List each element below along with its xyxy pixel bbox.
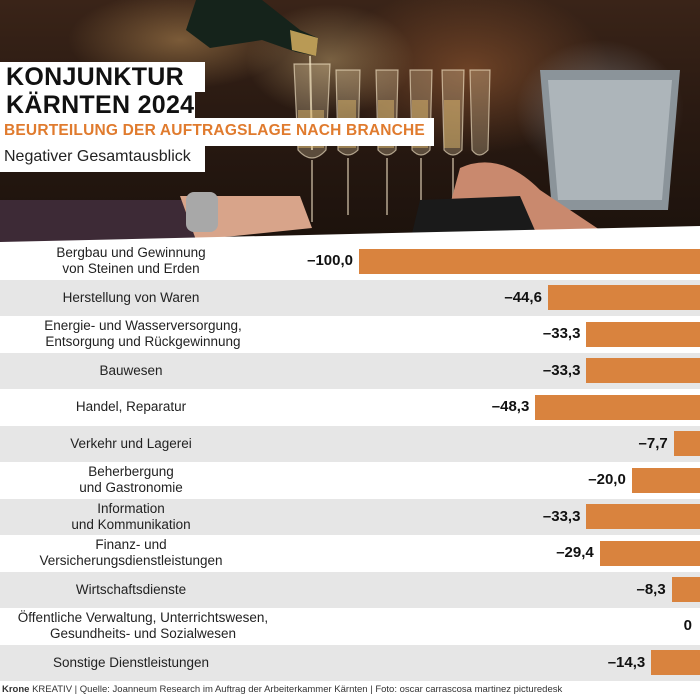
category-label-line: Bergbau und Gewinnung bbox=[56, 245, 206, 261]
value-label: –44,6 bbox=[504, 288, 542, 306]
value-label: –7,7 bbox=[638, 434, 668, 452]
category-label: Öffentliche Verwaltung, Unterrichtswesen… bbox=[2, 610, 284, 642]
category-label-line: Bauwesen bbox=[99, 362, 163, 378]
category-label-line: Sonstige Dienstleistungen bbox=[52, 654, 210, 670]
value-label: –8,3 bbox=[636, 580, 666, 598]
header-cut bbox=[0, 226, 700, 242]
value-label: –29,4 bbox=[556, 544, 594, 562]
bar bbox=[586, 321, 700, 347]
category-label: Information und Kommunikation bbox=[0, 501, 276, 533]
value-label: –20,0 bbox=[588, 471, 626, 489]
category-label: Bauwesen bbox=[0, 363, 276, 379]
value-label: –33,3 bbox=[542, 325, 581, 343]
row-stripe bbox=[0, 644, 700, 681]
category-label-line: Finanz- und bbox=[95, 537, 167, 553]
category-label: Wirtschaftsdienste bbox=[0, 582, 276, 598]
category-label: Finanz- und Versicherungsdienstleistungen bbox=[0, 537, 276, 569]
footer-credit: Krone KREATIV | Quelle: Joanneum Researc… bbox=[2, 684, 562, 695]
header-photo: KONJUNKTUR KÄRNTEN 2024 BEURTEILUNG DER … bbox=[0, 0, 700, 242]
bar bbox=[631, 467, 700, 493]
category-label: Bergbau und Gewinnung von Steinen und Erd… bbox=[0, 245, 276, 277]
title-box-line1: KONJUNKTUR bbox=[0, 62, 205, 92]
footer-source: | Quelle: Joanneum Research im Auftrag d… bbox=[72, 684, 563, 695]
bar bbox=[586, 358, 700, 384]
value-label: –48,3 bbox=[491, 398, 530, 416]
category-label-line: Wirtschaftsdienste bbox=[75, 581, 187, 597]
category-label-line: Öffentliche Verwaltung, Unterrichtswesen… bbox=[17, 610, 269, 626]
category-label: Handel, Reparatur bbox=[0, 399, 276, 415]
page-title-line1: KONJUNKTUR bbox=[6, 63, 184, 91]
title-box-line2: KÄRNTEN 2024 bbox=[0, 90, 195, 120]
bar bbox=[586, 504, 700, 530]
category-label-line: Verkehr und Lagerei bbox=[70, 435, 192, 451]
row-stripe bbox=[0, 498, 700, 535]
category-label: Sonstige Dienstleistungen bbox=[0, 655, 276, 671]
chart-subtitle: BEURTEILUNG DER AUFTRAGSLAGE NACH BRANCH… bbox=[4, 122, 425, 139]
footer-brand-rest: KREATIV bbox=[29, 684, 73, 695]
bar bbox=[651, 650, 700, 676]
value-label: –33,3 bbox=[542, 361, 581, 379]
bar bbox=[547, 285, 700, 311]
category-label: Beherbergung und Gastronomie bbox=[0, 464, 276, 496]
category-label-line: von Steinen und Erden bbox=[62, 261, 200, 277]
chart-note: Negativer Gesamtausblick bbox=[4, 148, 191, 165]
footer-brand-bold: Krone bbox=[2, 684, 30, 695]
bar bbox=[673, 431, 700, 457]
category-label-line: Information bbox=[97, 500, 165, 516]
category-label-line: Beherbergung bbox=[88, 464, 174, 480]
row-stripe bbox=[0, 571, 700, 608]
bar bbox=[671, 577, 700, 603]
category-label-line: Entsorgung und Rückgewinnung bbox=[45, 334, 241, 350]
value-label: –100,0 bbox=[307, 252, 353, 270]
page-title-line2: KÄRNTEN 2024 bbox=[6, 91, 195, 119]
note-box: Negativer Gesamtausblick bbox=[0, 144, 205, 172]
subtitle-box: BEURTEILUNG DER AUFTRAGSLAGE NACH BRANCH… bbox=[0, 118, 434, 146]
value-label: –14,3 bbox=[607, 653, 646, 671]
category-label-line: Herstellung von Waren bbox=[62, 289, 200, 305]
bar bbox=[535, 394, 700, 420]
category-label: Herstellung von Waren bbox=[0, 290, 276, 306]
bar bbox=[359, 248, 700, 274]
bar bbox=[599, 540, 700, 566]
value-label: –33,3 bbox=[542, 507, 581, 525]
category-label-line: und Kommunikation bbox=[71, 516, 191, 532]
row-stripe bbox=[0, 352, 700, 389]
category-label-line: und Gastronomie bbox=[79, 480, 183, 496]
row-stripe bbox=[0, 425, 700, 462]
category-label-line: Versicherungsdienstleistungen bbox=[39, 553, 223, 569]
category-label-line: Energie- und Wasserversorgung, bbox=[44, 318, 242, 334]
category-label: Energie- und Wasserversorgung, Entsorgung… bbox=[2, 318, 284, 350]
category-label-line: Handel, Reparatur bbox=[75, 399, 187, 415]
category-label-line: Gesundheits- und Sozialwesen bbox=[49, 626, 237, 642]
value-label: 0 bbox=[683, 617, 692, 635]
category-label: Verkehr und Lagerei bbox=[0, 436, 276, 452]
